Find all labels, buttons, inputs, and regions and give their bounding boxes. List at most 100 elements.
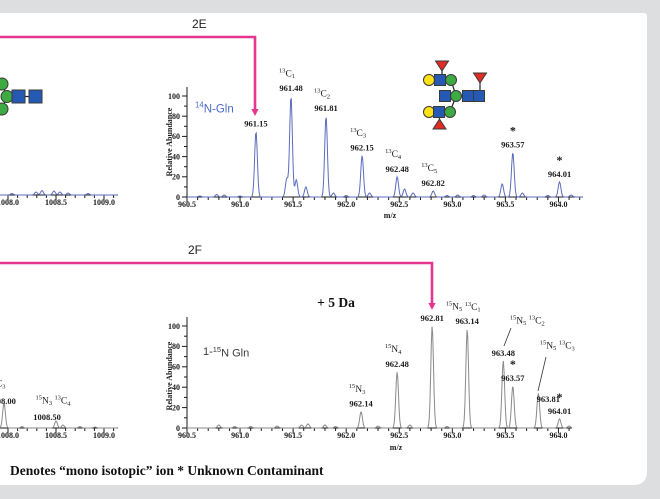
peak-value-label: 962.15 [350,143,373,153]
x-tick-label: 961.0 [231,200,249,209]
peak-value-label: 964.01 [548,406,571,416]
isotope-label: 15N3 13C3 [0,377,5,390]
isotope-label: 15N5 13C3 [540,339,575,352]
panel-label-2F: 2F [188,243,202,257]
panel-label-2E: 2E [192,17,207,31]
x-tick-label: 962.5 [390,431,408,440]
peak-value-label: 961.81 [314,103,337,113]
x-tick-label: 1008.5 [45,431,67,440]
spec-2E: 0 20 40 60 80 100 960.5 961.0 961.5 962.0 962.5 963… [165,67,583,220]
x-axis-title: m/z [390,443,403,452]
galactose-icon [423,74,435,86]
mono-isotopic-arrow-line [0,261,434,303]
peak-value-label: 962.48 [385,359,408,369]
x-tick-label: 961.5 [284,200,302,209]
spec-left-bottom: 1008.0 1008.5 1009.0 15N3 13C3 1008.00 15N3 1… [0,377,118,440]
y-tick-label: 0 [176,424,180,433]
x-tick-label: 961.0 [231,431,249,440]
glcnac-icon [473,90,485,102]
annotation-text: + 5 Da [317,295,355,310]
y-tick-label: 100 [168,92,180,101]
peak-value-label: 962.48 [385,164,408,174]
isotope-label: 13C5 [421,162,437,175]
peak-value-label: 963.57 [501,140,525,150]
label-callout-line [537,356,547,392]
x-tick-label: 1008.5 [45,198,67,207]
peak-value-label: 962.14 [349,399,373,409]
glycan-2e [423,60,488,130]
figure-caption: Denotes “mono isotopic” ion * Unknown Co… [10,463,324,478]
glcnac-icon [11,89,26,104]
x-tick-label: 963.0 [443,200,461,209]
peak-value-label: 964.01 [548,169,571,179]
isotope-label: 13C3 [350,127,366,140]
fucose-icon [432,118,447,130]
unknown-contaminant-star: * [510,124,516,138]
isotope-label: 15N4 [385,343,402,356]
mono-isotopic-arrow-line [0,35,257,109]
y-axis-title: Relative Abundance [165,341,174,410]
x-tick-label: 1009.0 [93,431,115,440]
y-tick-label: 100 [168,322,180,331]
mono-isotopic-arrowhead [428,303,436,310]
x-tick-label: 964.0 [549,431,567,440]
y-tick-label: 60 [172,363,180,372]
isotope-label: 13C1 [279,67,295,80]
x-tick-label: 962.0 [337,200,355,209]
y-tick-label: 20 [172,173,180,182]
mannose-icon [0,77,9,91]
y-tick-label: 0 [176,193,180,202]
arrow-2F: 2F [0,243,436,310]
peak-value-label: 963.81 [537,394,560,404]
peak-value-label: 961.48 [279,83,302,93]
x-tick-label: 963.5 [496,200,514,209]
peak-value-label: 1008.50 [33,412,61,422]
x-tick-label: 960.5 [178,431,196,440]
annotation-text: 1-15N Gln [203,345,249,360]
y-axis-title: Relative Abundance [165,107,174,176]
mono-isotopic-arrowhead [251,109,259,116]
spectrum-trace [0,189,118,196]
x-tick-label: 964.0 [549,200,567,209]
mannose-icon [0,90,14,103]
y-tick-label: 40 [172,383,180,392]
x-tick-label: 1008.0 [0,431,19,440]
glycan-left [0,77,43,116]
mannose-icon [450,90,462,102]
isotope-label: 13C2 [314,87,330,100]
mannose-icon [445,74,457,86]
spec-left-top: 1008.0 1008.5 1009.0 [0,189,118,207]
galactose-icon [423,106,435,118]
peak-value-label: 962.82 [422,178,445,188]
x-tick-label: 1008.0 [0,198,19,207]
peak-value-label: 963.48 [492,348,515,358]
x-tick-label: 1009.0 [93,198,115,207]
glcnac-icon [28,89,43,104]
y-tick-label: 20 [172,403,180,412]
isotope-label: 15N3 13C4 [36,394,72,407]
x-tick-label: 963.0 [443,431,461,440]
peak-value-label: 962.81 [420,313,443,323]
glcnac-icon [433,106,445,118]
unknown-contaminant-star: * [557,390,563,404]
x-tick-label: 963.5 [496,431,514,440]
unknown-contaminant-star: * [510,357,516,371]
fucose-icon [472,72,488,84]
isotope-label: 15N3 [349,383,366,396]
x-tick-label: 962.5 [390,200,408,209]
glcnac-icon [439,90,451,102]
isotope-label: 15N5 13C2 [510,314,545,327]
mannose-icon [0,102,9,116]
isotope-label: 13C4 [385,148,402,161]
y-tick-label: 60 [172,132,180,141]
arrow-2E: 2E [0,17,259,116]
x-tick-label: 960.5 [178,200,196,209]
spectrum-trace [187,326,573,429]
y-tick-label: 40 [172,152,180,161]
unknown-contaminant-star: * [557,153,563,167]
y-tick-label: 80 [172,342,180,351]
isotope-label: 15N5 13C1 [446,300,481,313]
mannose-icon [444,106,456,118]
